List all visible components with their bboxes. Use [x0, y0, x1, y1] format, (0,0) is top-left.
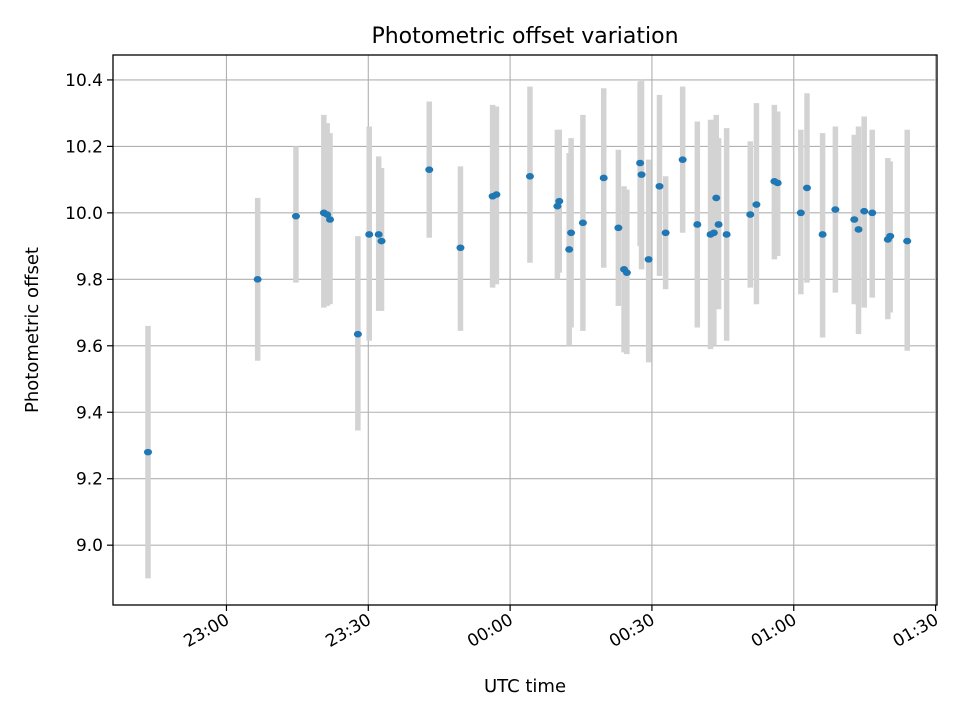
data-point: [714, 221, 723, 228]
data-point: [291, 212, 300, 220]
data-point: [599, 174, 608, 182]
data-point: [678, 156, 687, 163]
data-point: [850, 216, 859, 223]
data-point: [636, 159, 645, 167]
y-tick-label: 10.0: [65, 204, 103, 224]
data-point: [722, 231, 731, 238]
data-point: [752, 201, 761, 208]
data-point: [903, 237, 912, 245]
data-points: [143, 156, 912, 456]
data-point: [773, 179, 782, 187]
data-point: [802, 184, 811, 192]
data-point: [425, 166, 434, 173]
data-point: [644, 256, 653, 263]
data-point: [365, 231, 374, 238]
plot-frame: [112, 54, 938, 606]
data-point: [456, 244, 465, 252]
data-point: [143, 448, 152, 456]
data-point: [377, 237, 386, 245]
data-point: [525, 172, 534, 180]
data-point: [565, 246, 574, 253]
y-axis-label: Photometric offset: [22, 247, 43, 413]
data-point: [655, 182, 664, 190]
data-point: [492, 191, 501, 198]
data-point: [374, 231, 383, 238]
data-point: [709, 229, 718, 237]
data-point: [253, 276, 262, 283]
data-point: [578, 219, 587, 227]
data-point: [553, 202, 562, 210]
data-point: [860, 207, 869, 215]
data-point: [831, 206, 840, 213]
data-point: [796, 209, 805, 217]
data-point: [637, 171, 646, 178]
data-point: [661, 229, 670, 237]
y-tick-label: 10.4: [65, 71, 103, 91]
data-point: [854, 226, 863, 233]
data-point: [353, 330, 362, 338]
x-axis-label: UTC time: [484, 676, 566, 697]
y-tick-label: 9.8: [76, 270, 103, 290]
data-point: [746, 211, 755, 218]
data-point: [555, 197, 564, 205]
y-tick-label: 9.0: [76, 536, 103, 556]
data-point: [325, 216, 334, 223]
y-tick-label: 9.2: [76, 470, 103, 490]
data-point: [323, 211, 332, 218]
data-point: [622, 269, 631, 276]
y-tick-label: 9.4: [76, 403, 103, 423]
data-point: [886, 232, 895, 240]
y-tick-label: 9.6: [76, 337, 103, 357]
y-tick-label: 10.2: [65, 137, 103, 157]
data-point: [712, 194, 721, 202]
data-point: [693, 221, 702, 228]
data-point: [818, 231, 827, 238]
data-point: [868, 209, 877, 217]
data-point: [614, 224, 623, 232]
chart-title: Photometric offset variation: [371, 24, 678, 49]
data-point: [567, 229, 576, 237]
